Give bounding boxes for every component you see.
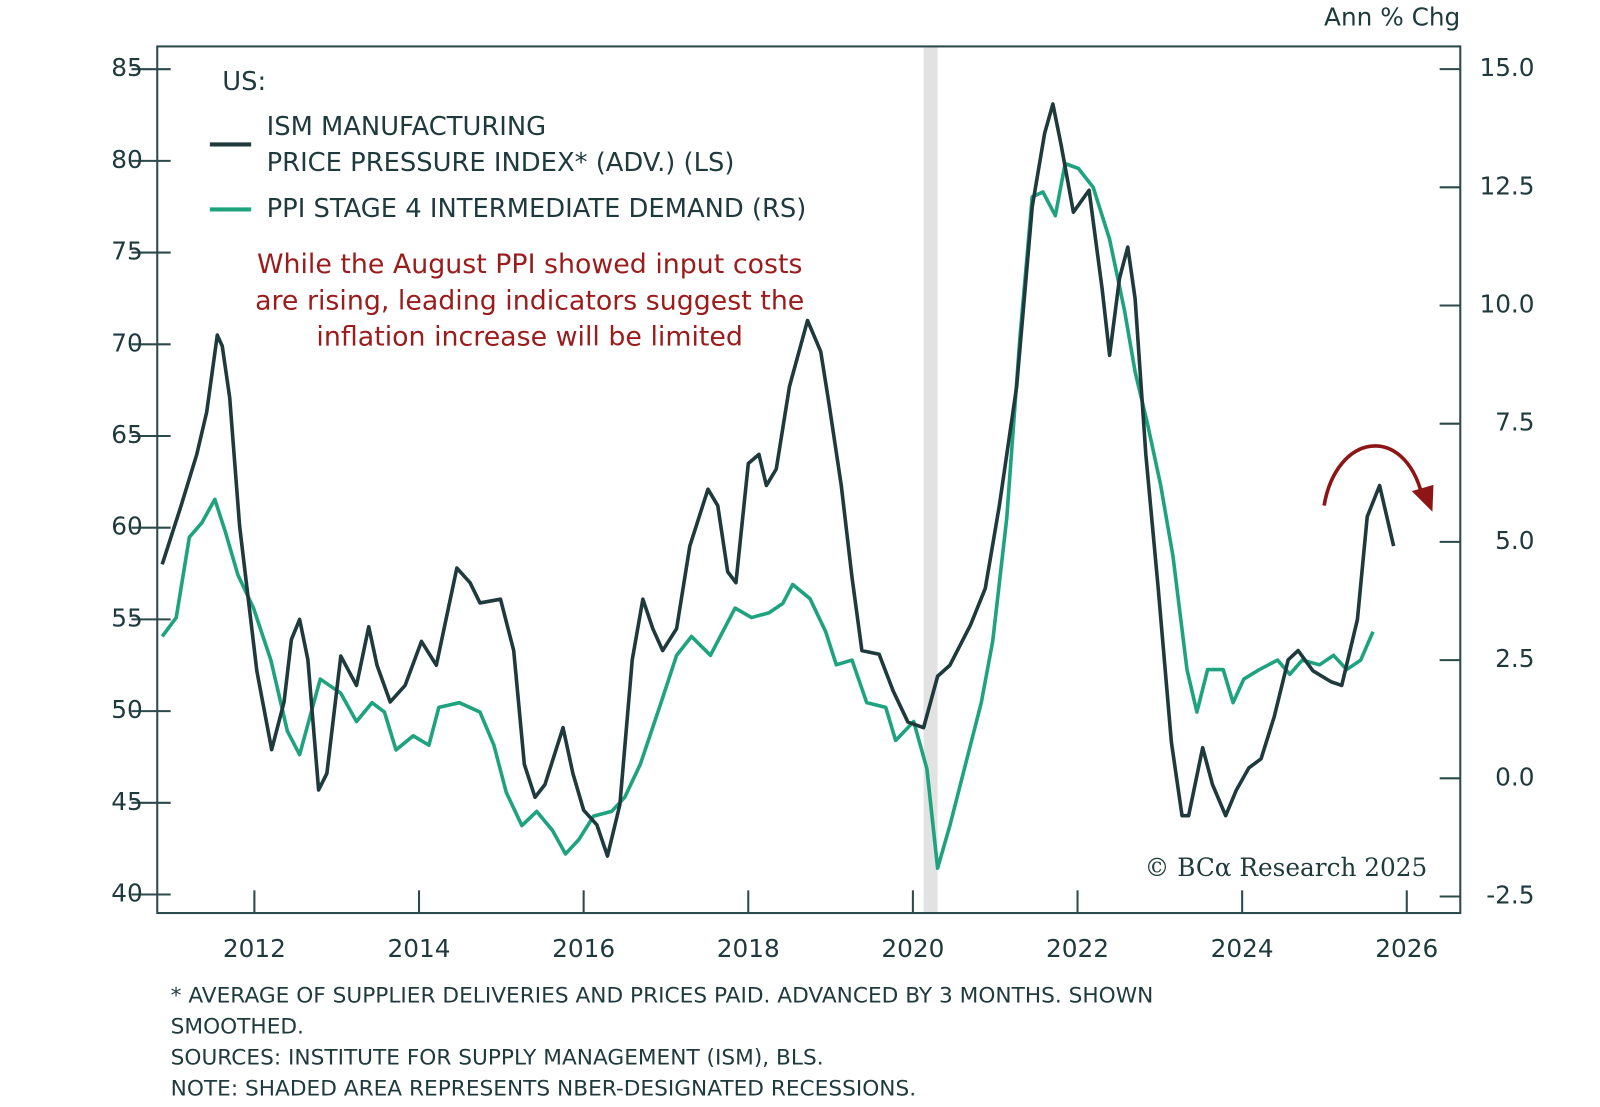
annotation: While the August PPI showed input costs a…	[255, 249, 804, 352]
y2-tick-label: 7.5	[1495, 408, 1534, 437]
x-tick-label: 2020	[881, 934, 944, 963]
footnote: SOURCES: INSTITUTE FOR SUPPLY MANAGEMENT…	[171, 1046, 824, 1071]
y2-axis-title: Ann % Chg	[1324, 3, 1460, 32]
lines-layer	[160, 102, 1396, 870]
legend-title: US:	[222, 67, 266, 97]
x-tick-label: 2018	[717, 934, 780, 963]
y2-tick-label: 5.0	[1495, 526, 1534, 555]
legend-label: ISM MANUFACTURING PRICE PRESSURE INDEX* (…	[267, 111, 735, 177]
y-tick-label: 45	[111, 787, 143, 816]
copyright: © BCα Research 2025	[1145, 853, 1428, 882]
y-tick-label: 50	[111, 695, 143, 724]
trend-arrow-head	[1411, 484, 1434, 512]
x-tick-label: 2026	[1375, 934, 1438, 963]
y2-tick-label: -2.5	[1486, 880, 1534, 909]
y-tick-label: 70	[111, 328, 143, 357]
x-tick-label: 2024	[1211, 934, 1274, 963]
x-tick-label: 2016	[552, 934, 615, 963]
plot-frame	[156, 45, 1462, 915]
y2-tick-label: 0.0	[1495, 762, 1534, 791]
x-tick-label: 2014	[388, 934, 451, 963]
x-tick-label: 2022	[1046, 934, 1109, 963]
background-layer	[923, 47, 938, 913]
y2-tick-label: 15.0	[1479, 53, 1534, 82]
trend-arrow	[1322, 444, 1424, 506]
footnote: NOTE: SHADED AREA REPRESENTS NBER-DESIGN…	[171, 1076, 916, 1101]
y2-tick-label: 10.0	[1479, 290, 1534, 319]
x-tick-label: 2012	[223, 934, 286, 963]
y2-tick-label: 12.5	[1479, 171, 1534, 200]
y-tick-label: 75	[111, 237, 143, 266]
y-tick-label: 85	[111, 53, 143, 82]
y-tick-label: 60	[111, 512, 143, 541]
recession-band	[923, 47, 938, 913]
series-line	[160, 161, 1375, 870]
series-line	[160, 102, 1396, 858]
y2-tick-label: 2.5	[1495, 644, 1534, 673]
footnote: * AVERAGE OF SUPPLIER DELIVERIES AND PRI…	[171, 984, 1154, 1040]
y-tick-label: 55	[111, 603, 143, 632]
y-tick-label: 40	[111, 879, 143, 908]
y-tick-label: 65	[111, 420, 143, 449]
y-tick-label: 80	[111, 145, 143, 174]
legend-label: PPI STAGE 4 INTERMEDIATE DEMAND (RS)	[267, 194, 807, 224]
